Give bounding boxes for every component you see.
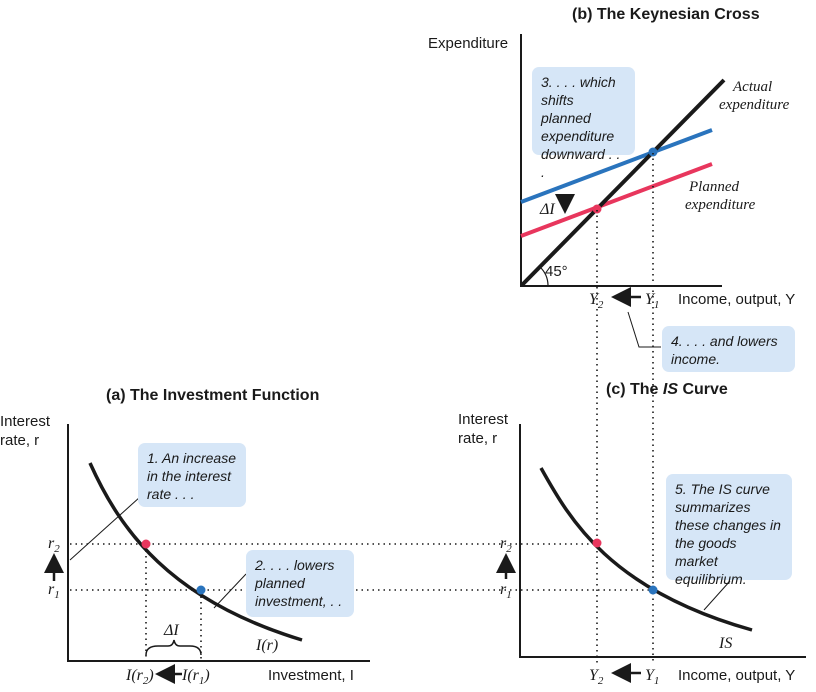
ir2-label: I(r2): [125, 667, 154, 687]
callout-is-curve-summary: 5. The IS curve summarizes these changes…: [666, 474, 792, 587]
panel-a-r2-label: r2: [48, 535, 60, 555]
investment-point-r1: [196, 585, 206, 595]
panel-a-title: (a) The Investment Function: [106, 387, 319, 404]
investment-curve-label: I(r): [255, 637, 278, 654]
planned-label-2: expenditure: [685, 197, 756, 213]
ir1-label: I(r1): [181, 667, 210, 687]
equilibrium-point-shifted: [592, 204, 602, 214]
panel-c-y-axis-label-2: rate, r: [458, 430, 497, 447]
panel-c-title: (c) The IS Curve: [606, 381, 728, 398]
panel-c-r1-label: r1: [500, 581, 512, 601]
callout-shift-planned-expenditure: 3. . . . which shifts planned expenditur…: [532, 67, 635, 180]
actual-expenditure-45-line: [520, 78, 726, 287]
is-curve: [539, 467, 753, 632]
panel-b-y2-label: Y2: [589, 291, 604, 311]
panel-a-y-axis-label-2: rate, r: [0, 432, 39, 449]
callout-2-connector: [213, 573, 247, 609]
angle-label: 45°: [545, 263, 568, 280]
callout-increase-interest-rate: 1. An increase in the interest rate . . …: [138, 443, 246, 507]
panel-c-r2-label: r2: [500, 535, 512, 555]
equilibrium-point-original: [648, 147, 658, 157]
panel-a-y-axis-label-1: Interest: [0, 413, 51, 430]
is-point-r1: [648, 585, 658, 595]
panel-c-y2-label: Y2: [589, 667, 604, 687]
panel-b-y1-label: Y1: [645, 291, 659, 311]
panel-b-y-axis-label: Expenditure: [428, 35, 508, 52]
panel-b-delta-i-label: ΔI: [539, 201, 555, 218]
panel-a-delta-i-label: ΔI: [163, 622, 179, 639]
is-curve-label: IS: [718, 635, 732, 652]
panel-a-r1-label: r1: [48, 581, 60, 601]
callout-1-connector: [69, 496, 141, 561]
planned-expenditure-original-line: [520, 128, 713, 204]
panel-c-y-axis-label-1: Interest: [458, 411, 509, 428]
angle-arc: [539, 266, 549, 286]
callout-4-connector: [627, 311, 661, 348]
callout-lowers-income: 4. . . . and lowers income.: [662, 326, 795, 372]
actual-label-2: expenditure: [719, 97, 790, 113]
investment-curve: [88, 462, 303, 642]
panel-c-y1-label: Y1: [645, 667, 659, 687]
brace-icon: [145, 639, 202, 656]
callout-5-connector: [703, 580, 731, 611]
panel-a-x-axis-label: Investment, I: [268, 667, 354, 684]
planned-expenditure-shifted-line: [520, 162, 713, 238]
panel-c-x-axis-label: Income, output, Y: [678, 667, 795, 684]
callout-lowers-investment: 2. . . . lowers planned investment, . . …: [246, 550, 354, 627]
panel-b-x-axis-label: Income, output, Y: [678, 291, 795, 308]
planned-label-1: Planned: [688, 179, 739, 195]
is-point-r2: [592, 538, 602, 548]
panel-b-title: (b) The Keynesian Cross: [572, 6, 760, 23]
investment-point-r2: [141, 539, 151, 549]
actual-label-1: Actual: [732, 79, 772, 95]
